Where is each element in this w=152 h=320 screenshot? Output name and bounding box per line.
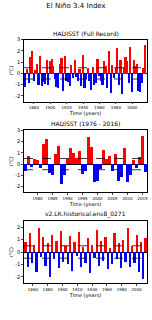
svg-text:2005: 2005 bbox=[107, 196, 118, 201]
svg-text:1980: 1980 bbox=[111, 105, 122, 110]
svg-text:1980: 1980 bbox=[32, 196, 43, 201]
svg-text:El Niño 3.4 Index: El Niño 3.4 Index bbox=[46, 2, 105, 10]
svg-text:-1: -1 bbox=[15, 172, 20, 178]
svg-text:1960: 1960 bbox=[102, 287, 113, 292]
svg-text:(°C): (°C) bbox=[8, 66, 14, 76]
svg-text:3: 3 bbox=[17, 127, 20, 133]
svg-text:1985: 1985 bbox=[47, 196, 58, 201]
svg-text:Time (years): Time (years) bbox=[69, 201, 102, 208]
svg-text:1900: 1900 bbox=[57, 287, 68, 292]
svg-text:1: 1 bbox=[17, 236, 20, 242]
svg-text:1880: 1880 bbox=[43, 287, 54, 292]
svg-text:-1: -1 bbox=[15, 81, 20, 87]
svg-text:1: 1 bbox=[17, 150, 20, 156]
svg-text:2010: 2010 bbox=[122, 196, 133, 201]
svg-text:1880: 1880 bbox=[29, 105, 40, 110]
svg-text:2000: 2000 bbox=[132, 287, 143, 292]
svg-text:(°C): (°C) bbox=[8, 156, 14, 166]
svg-text:2000: 2000 bbox=[127, 105, 138, 110]
svg-text:-2: -2 bbox=[15, 93, 20, 99]
svg-text:3: 3 bbox=[17, 36, 20, 42]
svg-text:HADISST (1976 - 2016): HADISST (1976 - 2016) bbox=[51, 120, 120, 127]
svg-text:1: 1 bbox=[17, 59, 20, 65]
svg-text:v2.LR.historical.ens8_0271: v2.LR.historical.ens8_0271 bbox=[45, 210, 126, 218]
svg-text:-1: -1 bbox=[15, 261, 20, 267]
svg-text:2: 2 bbox=[17, 224, 20, 230]
svg-text:HADISST (Full Record): HADISST (Full Record) bbox=[53, 30, 119, 37]
svg-text:1990: 1990 bbox=[62, 196, 73, 201]
svg-text:1900: 1900 bbox=[45, 105, 56, 110]
svg-text:2015: 2015 bbox=[137, 196, 148, 201]
svg-text:Time (years): Time (years) bbox=[69, 110, 102, 117]
svg-text:1960: 1960 bbox=[94, 105, 105, 110]
svg-text:1940: 1940 bbox=[87, 287, 98, 292]
svg-text:1940: 1940 bbox=[78, 105, 89, 110]
svg-text:1920: 1920 bbox=[72, 287, 83, 292]
svg-text:-2: -2 bbox=[15, 274, 20, 280]
svg-text:1980: 1980 bbox=[117, 287, 128, 292]
svg-text:1995: 1995 bbox=[77, 196, 88, 201]
svg-text:Time (years): Time (years) bbox=[69, 292, 102, 299]
svg-text:0: 0 bbox=[17, 70, 20, 76]
svg-text:1920: 1920 bbox=[62, 105, 73, 110]
svg-text:0: 0 bbox=[17, 161, 20, 167]
svg-text:-2: -2 bbox=[15, 183, 20, 189]
svg-text:2: 2 bbox=[17, 48, 20, 54]
svg-text:0: 0 bbox=[17, 249, 20, 255]
svg-text:2: 2 bbox=[17, 138, 20, 144]
svg-text:2000: 2000 bbox=[92, 196, 103, 201]
svg-text:1860: 1860 bbox=[28, 287, 39, 292]
svg-text:(°C): (°C) bbox=[8, 247, 14, 257]
